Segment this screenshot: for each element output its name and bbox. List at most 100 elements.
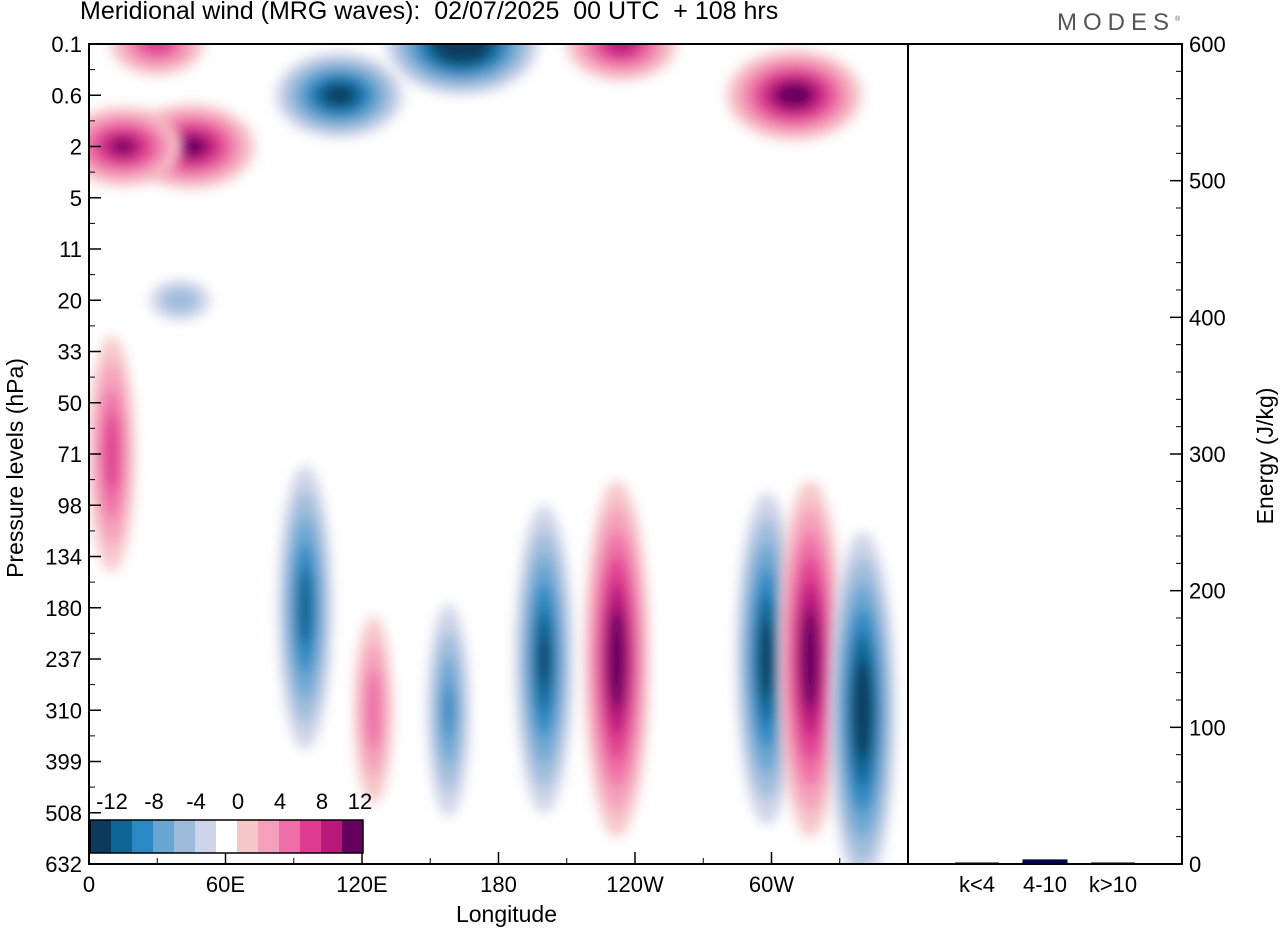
heat-feature — [275, 52, 403, 138]
energy-frame — [907, 43, 1183, 865]
colorbar-swatch — [174, 820, 195, 853]
heat-contour — [805, 633, 815, 685]
colorbar-swatch — [90, 820, 111, 853]
colorbar-swatch — [279, 820, 300, 853]
colorbar-swatch — [132, 820, 153, 853]
heat-feature — [89, 106, 183, 187]
heat-contour — [452, 44, 472, 51]
heat-contour — [365, 669, 382, 751]
colorbar-label: -8 — [144, 789, 164, 814]
heat-feature — [515, 505, 573, 813]
y-tick-label: 11 — [59, 237, 82, 262]
y-tick-label: 20 — [58, 288, 82, 313]
heat-feature — [104, 0, 156, 10]
x-tick-label: 120W — [606, 872, 664, 897]
y-tick-label: 134 — [45, 545, 82, 570]
colorbar-swatch — [216, 820, 237, 853]
energy-bar — [1022, 859, 1068, 865]
heat-feature — [566, 44, 677, 81]
y-tick-label: 0.1 — [51, 32, 82, 57]
energy-tick-label: 300 — [1189, 442, 1226, 467]
heat-contour — [104, 414, 120, 494]
energy-tick-label: 600 — [1189, 32, 1226, 57]
y-axis-title: Pressure levels (hPa) — [2, 358, 28, 578]
colorbar-label: 0 — [232, 789, 244, 814]
heat-contour — [113, 139, 134, 154]
heat-contour — [539, 633, 549, 685]
energy-axis-title: Energy (J/kg) — [1252, 388, 1278, 525]
x-tick-label: 60E — [206, 872, 245, 897]
heat-contour — [324, 85, 354, 106]
heat-feature — [427, 604, 470, 817]
heat-feature — [726, 50, 863, 141]
heat-contour — [759, 620, 775, 698]
y-tick-label: 2 — [70, 135, 82, 160]
energy-bars: k<4 4-10 k>10 — [955, 859, 1137, 897]
colorbar-label: 8 — [316, 789, 328, 814]
heat-contour — [857, 684, 868, 736]
colorbar: -12 -8 -4 0 4 8 12 — [89, 789, 372, 854]
heat-contour — [612, 633, 622, 685]
heat-contour — [784, 88, 804, 102]
heat-feature — [777, 481, 843, 837]
y-tick-label: 237 — [45, 647, 82, 672]
colorbar-swatch — [153, 820, 174, 853]
y-tick-label: 399 — [45, 750, 82, 775]
chart-title: Meridional wind (MRG waves): 02/07/2025 … — [80, 0, 779, 25]
colorbar-swatch — [321, 820, 342, 853]
y-tick-label: 5 — [70, 186, 82, 211]
energy-tick-label: 200 — [1189, 579, 1226, 604]
y-tick-label: 98 — [58, 493, 82, 518]
heat-contour — [443, 683, 454, 737]
energy-tick-label: 500 — [1189, 169, 1226, 194]
y-tick-label: 310 — [45, 698, 82, 723]
axes: 0.1 0.6 2 5 11 20 33 50 71 98 134 180 237 310 399 508 63… — [2, 32, 1278, 927]
heat-feature — [829, 532, 896, 864]
heatmap-field — [89, 0, 896, 864]
heat-feature — [385, 44, 539, 95]
heat-contour — [117, 0, 143, 1]
y-tick-label: 0.6 — [51, 83, 82, 108]
x-tick-label: 0 — [83, 872, 95, 897]
heat-feature — [354, 616, 393, 805]
brand-logo: MODES® — [1057, 9, 1181, 36]
colorbar-label: -12 — [96, 789, 128, 814]
heat-feature — [150, 280, 210, 321]
colorbar-label: 12 — [348, 789, 372, 814]
y-tick-label: 508 — [45, 801, 82, 826]
colorbar-swatch — [258, 820, 279, 853]
colorbar-label: -4 — [186, 789, 206, 814]
colorbar-swatch — [237, 820, 258, 853]
colorbar-frame — [89, 819, 364, 854]
x-tick-label: 60W — [749, 872, 794, 897]
colorbar-swatch — [195, 820, 216, 853]
y-tick-label: 33 — [58, 340, 82, 365]
energy-tick-label: 100 — [1189, 715, 1226, 740]
heat-contour — [104, 0, 156, 10]
heat-contour — [141, 44, 173, 55]
y-tick-label: 71 — [58, 442, 82, 467]
heat-contour — [606, 44, 637, 55]
energy-category-label: 4-10 — [1023, 872, 1067, 897]
energy-tick-label: 400 — [1189, 305, 1226, 330]
heat-contour — [297, 569, 313, 647]
heat-contour — [176, 136, 207, 157]
x-tick-label: 180 — [480, 872, 517, 897]
y-tick-label: 632 — [45, 852, 82, 877]
x-axis-title: Longitude — [456, 901, 557, 927]
colorbar-swatch — [111, 820, 132, 853]
heat-feature — [584, 481, 650, 837]
colorbar-label: 4 — [274, 789, 286, 814]
energy-category-label: k<4 — [959, 872, 995, 897]
y-tick-label: 50 — [58, 391, 82, 416]
x-tick-label: 120E — [336, 872, 387, 897]
energy-tick-label: 0 — [1189, 852, 1201, 877]
heat-feature — [278, 465, 333, 750]
heat-contour — [162, 288, 198, 313]
colorbar-swatch — [300, 820, 321, 853]
colorbar-swatch — [342, 820, 363, 853]
energy-category-label: k>10 — [1089, 872, 1137, 897]
heat-feature — [89, 336, 135, 572]
y-tick-label: 180 — [45, 596, 82, 621]
